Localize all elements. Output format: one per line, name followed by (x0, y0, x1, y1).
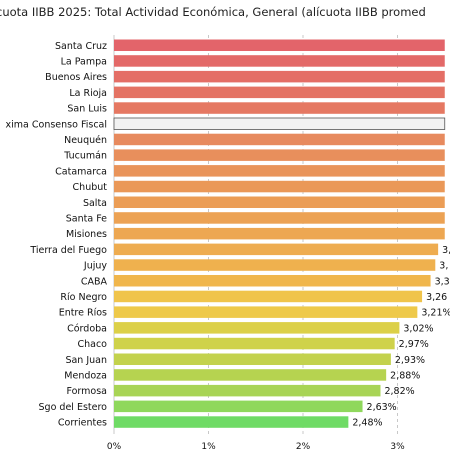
category-label: Santa Cruz (55, 41, 107, 52)
category-label: Formosa (66, 386, 107, 397)
bar (114, 384, 381, 397)
category-label: Tucumán (63, 151, 107, 162)
data-label: 3, (442, 245, 450, 256)
category-label: CABA (81, 276, 108, 287)
x-tick-label: 2% (296, 442, 311, 450)
bar (114, 180, 445, 193)
bar (114, 416, 349, 428)
bar (114, 149, 445, 161)
category-label: Entre Ríos (59, 308, 107, 319)
category-label: La Rioja (69, 88, 107, 99)
data-label: 3,26 (426, 292, 447, 303)
bar (114, 70, 445, 83)
bar (114, 322, 400, 334)
category-label: Corrientes (58, 418, 107, 429)
data-label: 2,63% (367, 402, 397, 413)
bar (114, 102, 445, 114)
data-label: 2,97% (399, 339, 429, 350)
category-label: San Juan (65, 355, 107, 366)
category-label: Tierra del Fuego (29, 245, 107, 256)
category-label: San Luis (67, 104, 107, 115)
category-label: xima Consenso Fiscal (6, 119, 107, 130)
bar (114, 39, 445, 51)
category-label: Buenos Aires (45, 72, 107, 83)
bar (114, 369, 387, 381)
x-tick-label: 0% (107, 442, 122, 450)
bar (114, 337, 395, 350)
category-label: Catamarca (55, 166, 107, 177)
category-label: La Pampa (61, 56, 107, 67)
category-label: Chaco (77, 339, 107, 350)
data-label: 2,93% (395, 355, 425, 366)
category-label: Mendoza (64, 370, 107, 381)
category-label: Misiones (66, 229, 107, 240)
category-label: Santa Fe (66, 213, 107, 224)
bar (114, 290, 423, 303)
data-label: 3,02% (403, 323, 433, 334)
bar (114, 227, 445, 240)
data-label: 2,82% (384, 386, 414, 397)
category-label: Chubut (73, 182, 108, 193)
category-label: Neuquén (64, 135, 107, 146)
data-label: 3, (439, 261, 448, 272)
data-label: 2,48% (352, 418, 382, 429)
bar (114, 133, 445, 146)
category-label: Sgo del Estero (39, 402, 108, 413)
data-label: 3,21% (421, 308, 450, 319)
category-label: Río Negro (60, 292, 107, 303)
category-label: Jujuy (83, 261, 107, 272)
bar (114, 55, 445, 67)
x-tick-label: 1% (201, 442, 216, 450)
category-label: Córdoba (67, 323, 107, 334)
bar (114, 275, 431, 287)
category-label: Salta (83, 198, 107, 209)
bar (114, 306, 418, 318)
data-label: 3,3 (435, 276, 450, 287)
data-label: 2,88% (390, 370, 420, 381)
x-tick-label: 3% (390, 442, 405, 450)
bar (114, 86, 445, 99)
bar (113, 117, 446, 130)
bar (114, 243, 439, 256)
bar (114, 212, 445, 224)
chart-title: cuota IIBB 2025: Total Actividad Económi… (0, 5, 426, 19)
bar (114, 259, 436, 271)
bar (114, 353, 391, 365)
bar (114, 165, 445, 177)
bar (114, 400, 363, 413)
bar (114, 196, 445, 208)
